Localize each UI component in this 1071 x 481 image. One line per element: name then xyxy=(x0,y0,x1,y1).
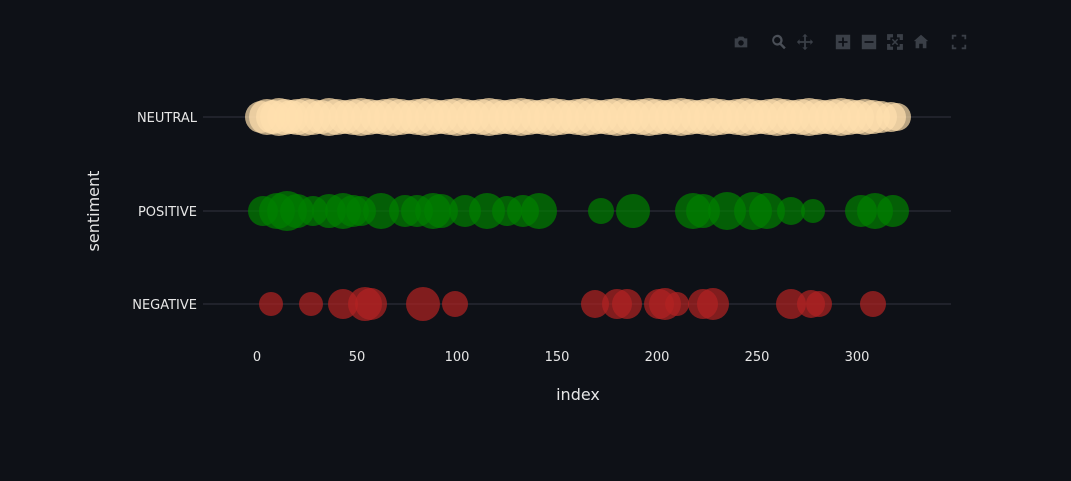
x-axis-ticks: 0 50 100 150 200 250 300 xyxy=(253,350,870,365)
camera-icon[interactable] xyxy=(728,30,754,54)
point-negative[interactable] xyxy=(697,288,729,320)
home-icon[interactable] xyxy=(908,30,934,54)
point-negative[interactable] xyxy=(442,291,468,317)
point-positive[interactable] xyxy=(777,197,805,225)
point-positive[interactable] xyxy=(877,195,909,227)
modebar xyxy=(728,30,972,54)
point-positive[interactable] xyxy=(521,193,557,229)
point-negative[interactable] xyxy=(355,288,387,320)
point-negative[interactable] xyxy=(665,292,689,316)
zoom-icon[interactable] xyxy=(766,30,792,54)
x-tick-label: 300 xyxy=(845,350,870,365)
y-tick-label: POSITIVE xyxy=(138,205,197,220)
x-tick-label: 250 xyxy=(745,350,770,365)
zoom-out-icon[interactable] xyxy=(856,30,882,54)
point-negative[interactable] xyxy=(299,292,323,316)
autoscale-icon[interactable] xyxy=(882,30,908,54)
zoom-in-icon[interactable] xyxy=(830,30,856,54)
point-positive[interactable] xyxy=(801,199,825,223)
point-negative[interactable] xyxy=(806,291,832,317)
fullscreen-icon[interactable] xyxy=(946,30,972,54)
point-positive[interactable] xyxy=(588,198,614,224)
x-tick-label: 150 xyxy=(545,350,570,365)
point-negative[interactable] xyxy=(612,289,642,319)
point-positive[interactable] xyxy=(616,194,650,228)
point-neutral[interactable] xyxy=(883,103,911,131)
y-axis-title: sentiment xyxy=(84,171,103,252)
x-tick-label: 100 xyxy=(445,350,470,365)
pan-icon[interactable] xyxy=(792,30,818,54)
x-tick-label: 0 xyxy=(253,350,261,365)
x-tick-label: 50 xyxy=(349,350,366,365)
scatter-points xyxy=(245,98,911,321)
y-axis-ticks: NEUTRAL POSITIVE NEGATIVE xyxy=(132,111,198,313)
x-axis-title: index xyxy=(556,385,600,404)
y-tick-label: NEUTRAL xyxy=(137,111,198,126)
x-tick-label: 200 xyxy=(645,350,670,365)
y-tick-label: NEGATIVE xyxy=(132,298,197,313)
point-negative[interactable] xyxy=(406,287,440,321)
point-negative[interactable] xyxy=(259,292,283,316)
point-negative[interactable] xyxy=(860,291,886,317)
